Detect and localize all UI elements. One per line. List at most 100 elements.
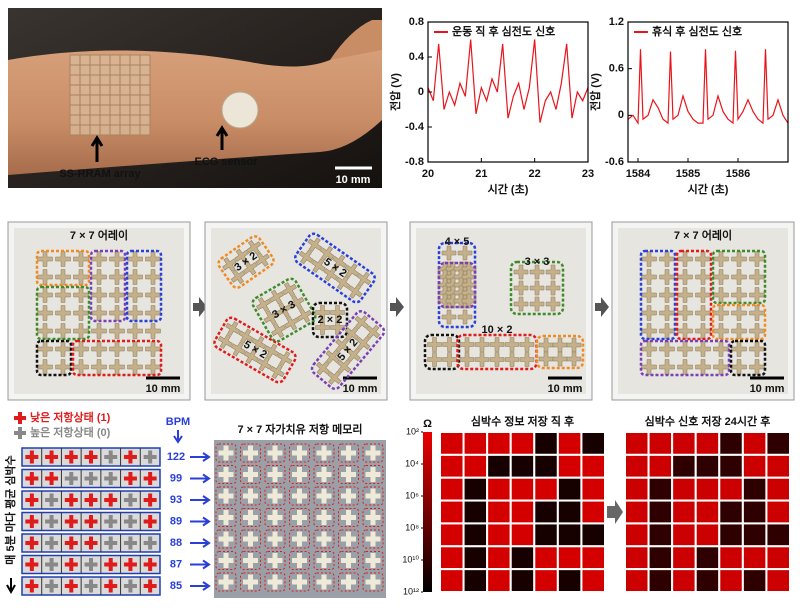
memory-cell xyxy=(341,510,356,525)
heatmap-cell xyxy=(741,522,768,548)
array-cell xyxy=(461,293,477,309)
array-cell xyxy=(37,305,53,321)
heatmap-cell xyxy=(439,545,465,571)
array-cell xyxy=(441,309,457,325)
array-cell xyxy=(282,282,297,297)
heatmap-cell xyxy=(439,453,465,479)
memory-cell-outline xyxy=(289,486,310,506)
memory-cell xyxy=(341,445,356,461)
array-cell xyxy=(277,351,293,366)
array-cell xyxy=(659,287,675,303)
heatmap-cell xyxy=(556,522,583,548)
memory-cell xyxy=(341,488,356,504)
heatmap-cell xyxy=(533,568,559,594)
colorbar-tick-label: 10⁶ xyxy=(405,490,419,500)
heatmap-cell xyxy=(647,522,674,548)
memory-cell xyxy=(292,574,307,590)
array-cell xyxy=(552,351,568,367)
memory-cell xyxy=(365,445,381,461)
bit-cell xyxy=(64,472,78,485)
array-cell xyxy=(298,249,314,265)
array-cell xyxy=(545,280,561,296)
memory-cell-outline xyxy=(313,443,335,463)
side-arrow xyxy=(6,578,16,595)
rram-array-grid xyxy=(69,54,151,136)
array-cell xyxy=(269,364,285,379)
array-group xyxy=(535,334,585,370)
heatmap-cell xyxy=(486,431,512,456)
heatmap-cell xyxy=(486,545,512,571)
bit-cell xyxy=(143,579,157,593)
bit-cell xyxy=(84,493,98,507)
array-cell xyxy=(713,269,729,285)
heatmap-cell xyxy=(765,568,792,594)
array-cell xyxy=(354,315,369,330)
array-cell xyxy=(677,251,693,267)
memory-cell xyxy=(316,531,332,547)
y-tick-label: 0.6 xyxy=(609,63,624,75)
array-cell xyxy=(145,287,161,303)
bpm-value: 93 xyxy=(170,494,182,506)
array-cell xyxy=(230,341,246,357)
bit-cell xyxy=(25,493,39,507)
bpm-link-arrow xyxy=(190,495,211,505)
memory-cell-outline xyxy=(240,465,261,484)
heatmap-cell xyxy=(624,476,650,502)
memory-cell-outline xyxy=(215,529,237,549)
array-cell xyxy=(641,341,657,357)
memory-cell-outline xyxy=(240,529,261,549)
heatmap-cell xyxy=(556,499,583,525)
memory-cell xyxy=(365,488,381,504)
y-tick-label: 0.4 xyxy=(409,51,425,63)
memory-cell xyxy=(292,531,307,547)
array-cell xyxy=(695,305,711,321)
legend-label: 운동 직 후 심전도 신호 xyxy=(452,24,555,38)
heatmap-cell xyxy=(694,545,721,571)
memory-cell-outline xyxy=(338,551,359,570)
memory-cell xyxy=(218,510,234,525)
array-cell xyxy=(269,289,284,305)
memory-cell-outline xyxy=(289,551,310,570)
memory-cell xyxy=(365,574,381,590)
array-cell xyxy=(109,323,125,339)
heatmap-cell xyxy=(694,476,721,502)
memory-cell-outline xyxy=(338,486,359,506)
bit-cell xyxy=(104,450,118,464)
memory-cell-outline xyxy=(338,508,359,527)
memory-cell-outline xyxy=(264,529,286,549)
array-cell xyxy=(91,341,107,357)
group-outline xyxy=(311,301,349,339)
heatmap-cell xyxy=(765,522,792,548)
group-outline xyxy=(639,339,731,377)
array-cell xyxy=(366,324,381,339)
array-cell xyxy=(91,323,107,339)
bit-cell xyxy=(123,493,137,507)
array-cell xyxy=(243,260,258,276)
array-cell xyxy=(427,352,442,367)
bit-cell xyxy=(84,472,98,485)
array-cell xyxy=(513,296,529,312)
array-cell xyxy=(109,341,125,357)
array-cell xyxy=(307,237,322,252)
bit-cell xyxy=(25,579,39,593)
heatmap-cell xyxy=(718,499,744,525)
array-cell xyxy=(641,251,657,267)
heatmap-cell xyxy=(671,431,697,456)
group-outline xyxy=(675,249,713,341)
legend-cross-low xyxy=(14,412,26,424)
memory-cell-outline xyxy=(264,465,286,484)
group-outline xyxy=(639,249,677,341)
memory-cell xyxy=(243,531,258,547)
array-cell xyxy=(73,341,89,357)
heatmap-cell xyxy=(462,499,489,525)
heatmap-cell xyxy=(624,522,650,548)
bit-cell xyxy=(64,493,78,507)
memory-cell-outline xyxy=(264,486,286,506)
bit-cell xyxy=(45,472,59,485)
heatmap-cell xyxy=(741,499,768,525)
heatmap-cell xyxy=(580,476,607,502)
array-cell xyxy=(513,264,529,280)
bit-cell xyxy=(25,450,39,464)
array-cell xyxy=(335,338,350,353)
